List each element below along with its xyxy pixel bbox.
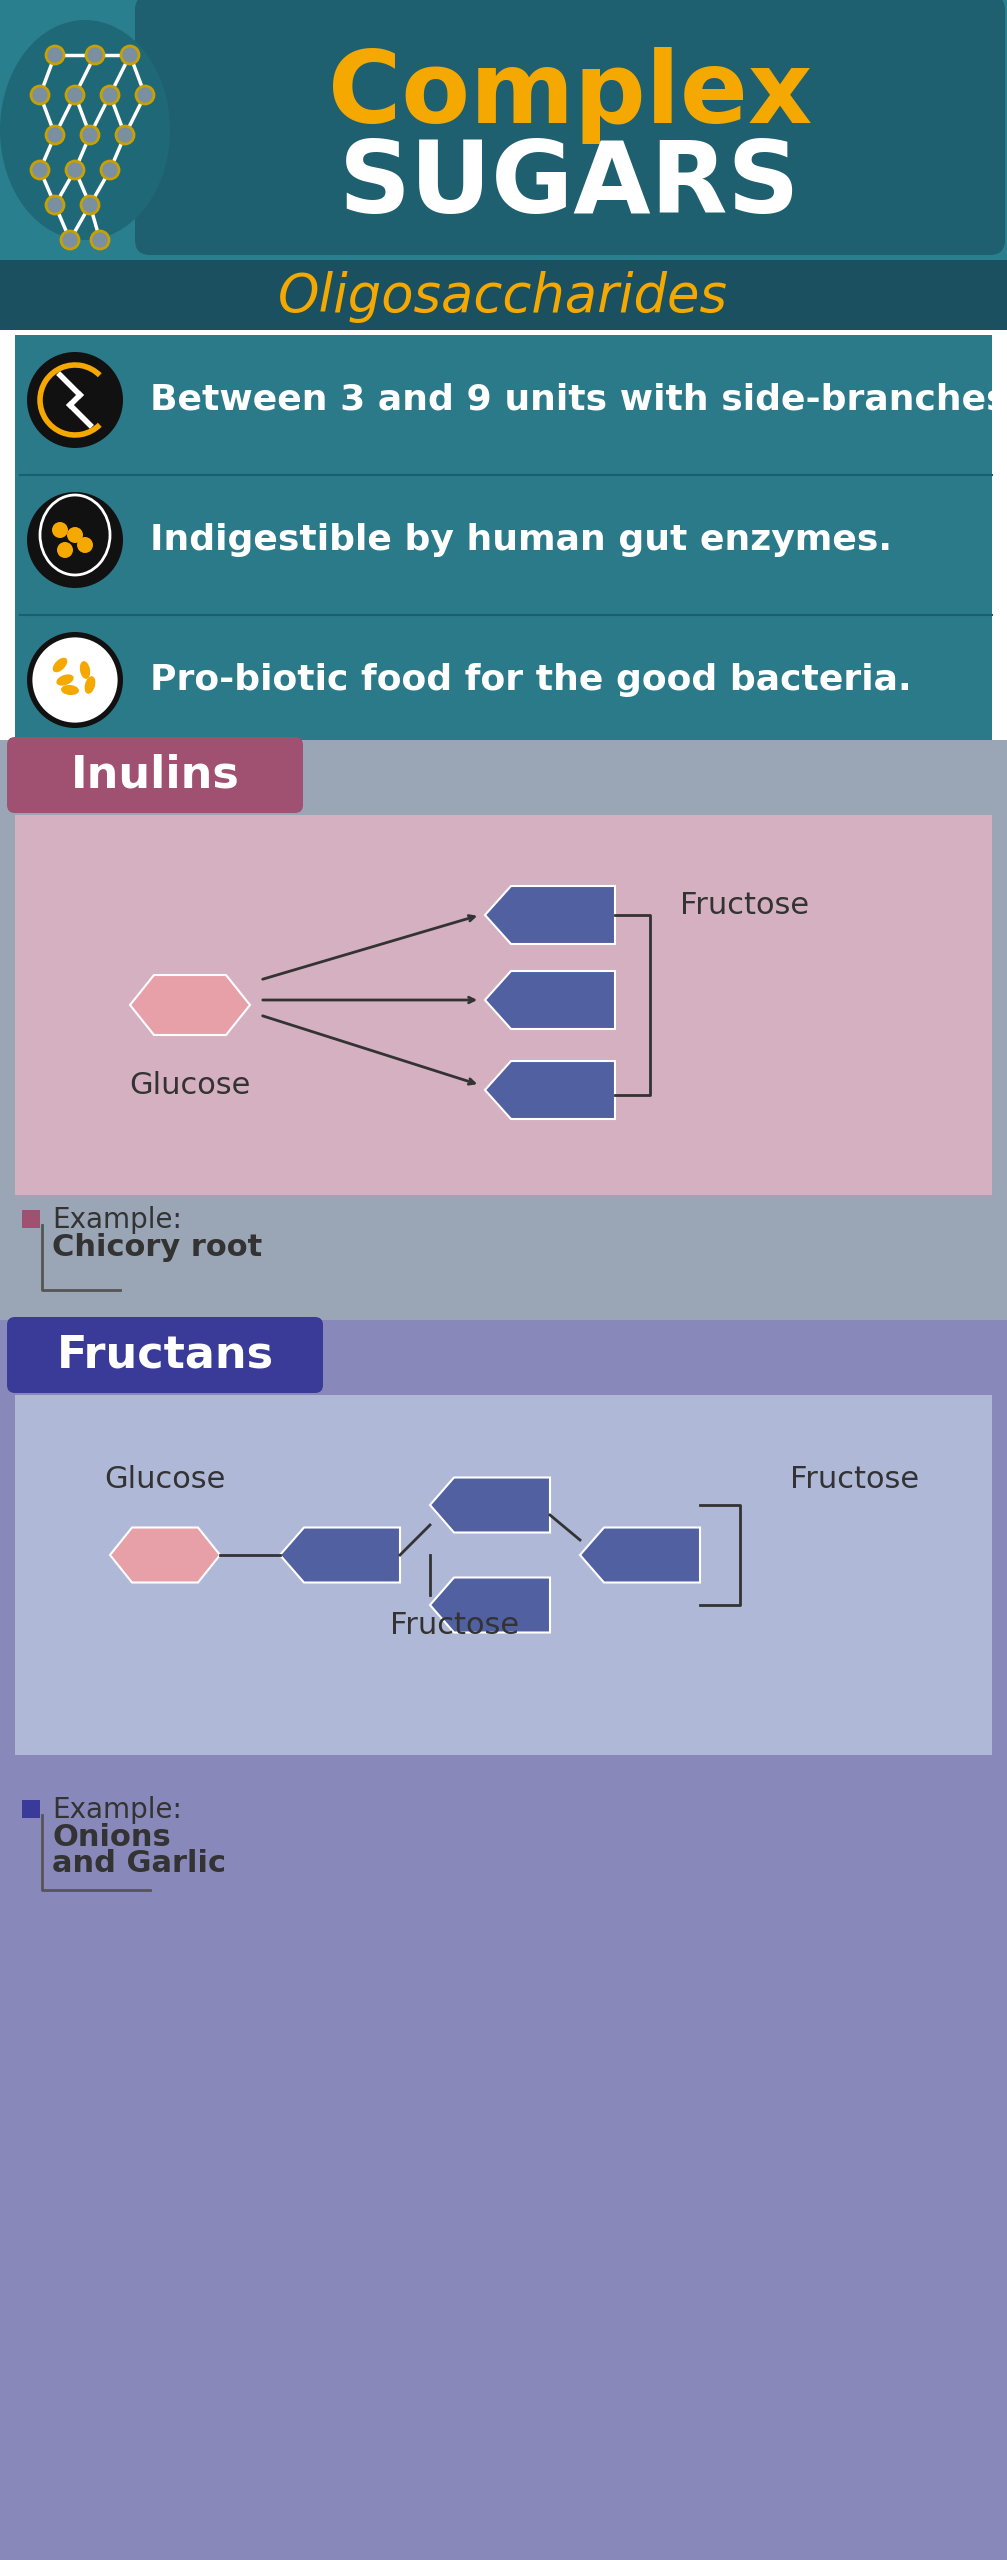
Circle shape xyxy=(31,87,49,105)
Text: Chicory root: Chicory root xyxy=(52,1234,262,1262)
Text: Indigestible by human gut enzymes.: Indigestible by human gut enzymes. xyxy=(150,522,892,558)
Ellipse shape xyxy=(80,660,91,678)
Circle shape xyxy=(29,353,121,445)
Polygon shape xyxy=(430,1477,550,1533)
Polygon shape xyxy=(580,1528,700,1582)
Circle shape xyxy=(116,125,134,143)
Circle shape xyxy=(136,87,154,105)
Polygon shape xyxy=(130,975,250,1034)
FancyBboxPatch shape xyxy=(15,335,992,765)
FancyBboxPatch shape xyxy=(7,737,303,814)
Text: SUGARS: SUGARS xyxy=(339,136,801,233)
FancyBboxPatch shape xyxy=(22,1800,40,1818)
Circle shape xyxy=(31,161,49,179)
Circle shape xyxy=(46,46,64,64)
Text: Fructans: Fructans xyxy=(56,1334,274,1377)
Polygon shape xyxy=(485,1060,615,1119)
Text: Fructose: Fructose xyxy=(390,1610,520,1638)
FancyBboxPatch shape xyxy=(15,814,992,1196)
FancyBboxPatch shape xyxy=(0,740,1007,1349)
FancyBboxPatch shape xyxy=(22,1211,40,1229)
Circle shape xyxy=(91,230,109,248)
Circle shape xyxy=(86,46,104,64)
Text: Fructose: Fructose xyxy=(680,891,810,919)
Circle shape xyxy=(77,538,93,553)
FancyBboxPatch shape xyxy=(0,2040,1007,2560)
Polygon shape xyxy=(110,1528,220,1582)
Circle shape xyxy=(27,351,123,448)
FancyBboxPatch shape xyxy=(135,0,1005,256)
FancyBboxPatch shape xyxy=(7,1316,323,1393)
Text: Example:: Example: xyxy=(52,1206,182,1234)
Circle shape xyxy=(66,161,84,179)
Circle shape xyxy=(31,635,119,724)
Ellipse shape xyxy=(40,494,110,576)
Polygon shape xyxy=(280,1528,400,1582)
Circle shape xyxy=(46,197,64,215)
Ellipse shape xyxy=(56,673,74,686)
Polygon shape xyxy=(485,970,615,1029)
Text: Oligosaccharides: Oligosaccharides xyxy=(278,271,728,323)
Circle shape xyxy=(46,125,64,143)
Polygon shape xyxy=(430,1577,550,1633)
Ellipse shape xyxy=(52,658,67,673)
Circle shape xyxy=(27,632,123,727)
Circle shape xyxy=(121,46,139,64)
Circle shape xyxy=(52,522,68,538)
Ellipse shape xyxy=(85,676,96,694)
Text: Glucose: Glucose xyxy=(105,1464,226,1495)
Circle shape xyxy=(67,527,83,543)
Text: Example:: Example: xyxy=(52,1797,182,1823)
FancyBboxPatch shape xyxy=(0,1321,1007,2040)
Circle shape xyxy=(81,125,99,143)
Text: Inulins: Inulins xyxy=(70,753,240,796)
FancyBboxPatch shape xyxy=(0,0,1007,284)
Circle shape xyxy=(101,161,119,179)
Text: Onions: Onions xyxy=(52,1823,171,1853)
Circle shape xyxy=(66,87,84,105)
FancyBboxPatch shape xyxy=(15,1395,992,1756)
Circle shape xyxy=(61,230,79,248)
Text: Pro-biotic food for the good bacteria.: Pro-biotic food for the good bacteria. xyxy=(150,663,911,696)
Circle shape xyxy=(101,87,119,105)
FancyBboxPatch shape xyxy=(0,261,1007,330)
Text: Complex: Complex xyxy=(328,46,813,143)
Text: Between 3 and 9 units with side-branches.: Between 3 and 9 units with side-branches… xyxy=(150,384,1007,417)
Ellipse shape xyxy=(0,20,170,241)
Polygon shape xyxy=(485,886,615,945)
Ellipse shape xyxy=(61,686,79,696)
Text: Glucose: Glucose xyxy=(129,1070,251,1098)
Circle shape xyxy=(27,492,123,589)
Circle shape xyxy=(57,543,73,558)
Circle shape xyxy=(81,197,99,215)
Text: and Garlic: and Garlic xyxy=(52,1848,226,1879)
Text: Fructose: Fructose xyxy=(790,1464,919,1495)
